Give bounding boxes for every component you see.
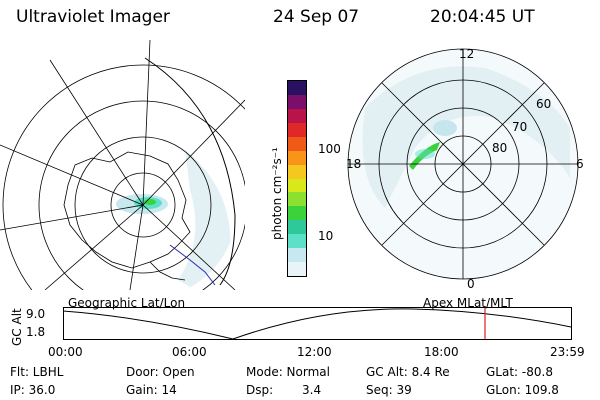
mlt-label-6: 6: [576, 157, 584, 171]
geographic-caption: Geographic Lat/Lon: [68, 296, 186, 310]
glat-status: GLat: -80.8: [486, 365, 553, 379]
colorbar-unit-label: photon cm⁻²s⁻¹: [270, 147, 284, 240]
dsp-value: 3.4: [302, 383, 322, 397]
gc-alt-status: GC Alt: 8.4 Re: [366, 365, 450, 379]
timeline-x-tick-1200: 12:00: [297, 345, 332, 359]
mlat-label-80: 80: [492, 141, 508, 155]
colorbar-swatch: [288, 192, 306, 207]
ip-status: IP: 36.0: [10, 383, 56, 397]
altitude-timeline: [63, 307, 572, 340]
date-label: 24 Sep 07: [273, 7, 360, 27]
door-status: Door: Open: [126, 365, 195, 379]
colorbar-swatch: [288, 178, 306, 193]
colorbar-swatch: [288, 150, 306, 165]
filter-status: Flt: LBHL: [10, 365, 64, 379]
colorbar-swatch: [288, 206, 306, 221]
timeline-y-tick-high: 9.0: [26, 307, 46, 321]
instrument-title: Ultraviolet Imager: [16, 7, 170, 27]
colorbar-swatch: [288, 164, 306, 179]
mlt-label-12: 12: [459, 47, 475, 61]
timeline-x-tick-2359: 23:59: [550, 345, 585, 359]
timeline-x-tick-1800: 18:00: [424, 345, 459, 359]
timeline-y-label: GC Alt: [10, 308, 24, 346]
seq-status: Seq: 39: [366, 383, 412, 397]
coastline: [63, 151, 191, 269]
colorbar-swatch: [288, 136, 306, 151]
magnetic-gridlines: [348, 49, 578, 279]
aurora-oval: [362, 66, 570, 208]
colorbar-swatch: [288, 81, 306, 96]
time-label: 20:04:45 UT: [430, 7, 535, 27]
colorbar-swatch: [288, 234, 306, 249]
colorbar: [287, 80, 307, 277]
glon-status: GLon: 109.8: [486, 383, 559, 397]
colorbar-swatch: [288, 95, 306, 109]
peninsula: [149, 261, 186, 281]
timeline-y-tick-low: 1.8: [26, 325, 46, 339]
colorbar-tick-10: 10: [318, 229, 334, 243]
mode-status: Mode: Normal: [246, 365, 330, 379]
blue-coast: [169, 244, 216, 286]
colorbar-swatch: [288, 262, 306, 276]
mlat-label-60: 60: [536, 97, 552, 111]
colorbar-swatch: [288, 220, 306, 235]
colorbar-tick-100: 100: [318, 142, 341, 156]
colorbar-swatch: [288, 108, 306, 123]
mlat-label-70: 70: [512, 120, 528, 134]
mlt-label-0: 0: [467, 277, 475, 291]
magnetic-caption: Apex MLat/MLT: [423, 296, 513, 310]
timeline-x-tick-0000: 00:00: [48, 345, 83, 359]
dsp-label: Dsp:: [246, 383, 274, 397]
gain-status: Gain: 14: [126, 383, 177, 397]
geographic-map: [0, 40, 245, 290]
timeline-x-tick-0600: 06:00: [172, 345, 207, 359]
colorbar-swatch: [288, 248, 306, 263]
colorbar-swatch: [288, 122, 306, 137]
altitude-curve: [63, 308, 572, 340]
magnetic-map: [347, 48, 579, 280]
mlt-label-18: 18: [346, 157, 362, 171]
